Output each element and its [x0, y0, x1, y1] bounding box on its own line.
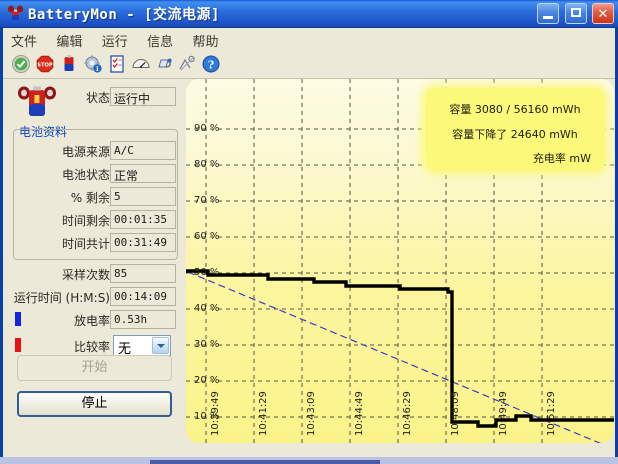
maximize-button[interactable]	[564, 3, 587, 24]
ytick-50: 50 %	[194, 267, 220, 278]
ytick-60: 60 %	[194, 231, 220, 242]
percent-remaining-label: % 剩余	[70, 191, 110, 205]
title-bar: BatteryMon - [交流电源] ✕	[0, 0, 618, 28]
compare-rate-color-swatch	[15, 338, 21, 352]
close-icon: ✕	[597, 6, 609, 21]
time-total-row: 时间共计 00:31:49	[3, 233, 176, 253]
chart-area: 90 % 80 % 70 % 60 % 50 % 40 % 30 % 20 % …	[186, 79, 614, 449]
close-button[interactable]: ✕	[592, 3, 614, 24]
menu-item-info[interactable]: 信息	[147, 35, 174, 50]
runtime-value: 00:14:09	[110, 287, 176, 306]
discharge-rate-value: 0.53h	[110, 310, 176, 329]
percent-remaining-value: 5	[110, 187, 176, 206]
battery-info-group	[13, 129, 178, 260]
compare-rate-label: 比较率	[73, 340, 110, 354]
checklist-icon[interactable]	[107, 54, 127, 74]
battery-info-legend: 电池资料	[19, 125, 68, 139]
battery-state-row: 电池状态 正常	[3, 164, 176, 184]
status-value: 运行中	[110, 87, 176, 106]
menu-item-help[interactable]: 帮助	[192, 35, 219, 50]
status-row: 状态 运行中	[3, 87, 176, 107]
ytick-70: 70 %	[194, 195, 220, 206]
xtick-4: 10:46:29	[402, 391, 413, 436]
status-label: 状态	[85, 91, 110, 105]
discharge-rate-label: 放电率	[73, 314, 110, 328]
battery-state-label: 电池状态	[61, 168, 110, 182]
power-source-value: A/C	[110, 141, 176, 160]
battery-state-value: 正常	[110, 164, 176, 183]
window-controls: ✕	[535, 3, 614, 25]
percent-remaining-row: % 剩余 5	[3, 187, 176, 207]
stop-button[interactable]: 停止	[17, 391, 172, 417]
sample-count-label: 采样次数	[61, 268, 110, 282]
svg-text:i: i	[96, 65, 99, 73]
battery-app-icon	[7, 5, 24, 20]
gauge-icon[interactable]	[131, 54, 151, 74]
discharge-rate-color-swatch	[15, 312, 21, 326]
chart-tool-icon[interactable]	[177, 54, 197, 74]
settings-info-icon[interactable]: i	[83, 54, 103, 74]
svg-text:?: ?	[208, 58, 214, 71]
xtick-5: 10:48:09	[450, 391, 461, 436]
ytick-30: 30 %	[194, 339, 220, 350]
toolbar: STOP i	[3, 50, 615, 79]
battery-icon[interactable]	[59, 54, 79, 74]
menu-item-file[interactable]: 文件	[11, 35, 38, 50]
sample-count-row: 采样次数 85	[3, 264, 176, 284]
bottom-clipped-content	[150, 460, 380, 464]
compare-rate-row: 比较率 无	[3, 335, 176, 357]
time-total-label: 时间共计	[61, 237, 110, 251]
menu-item-run[interactable]: 运行	[101, 35, 128, 50]
time-remaining-row: 时间剩余 00:01:35	[3, 210, 176, 230]
menu-bar: 文件 编辑 运行 信息 帮助	[3, 28, 615, 50]
ytick-20: 20 %	[194, 375, 220, 386]
svg-text:STOP: STOP	[37, 62, 53, 68]
menu-item-edit[interactable]: 编辑	[56, 35, 83, 50]
discharge-data-line	[186, 269, 614, 428]
xtick-6: 10:49:49	[498, 391, 509, 436]
power-source-label: 电源来源	[61, 145, 110, 159]
battery-info-panel: 电池资料 状态 运行中 电源来源 A/C 电池状态 正常 % 剩余 5 时间剩余…	[3, 79, 185, 454]
charge-rate-line: 充电率 mW	[532, 152, 591, 165]
chevron-down-icon[interactable]	[152, 337, 169, 354]
power-source-row: 电源来源 A/C	[3, 141, 176, 161]
start-button[interactable]: 开始	[17, 355, 172, 381]
xtick-1: 10:41:29	[258, 391, 269, 436]
time-remaining-label: 时间剩余	[61, 214, 110, 228]
grid-horizontal	[186, 128, 614, 418]
bottom-clipped-strip	[0, 457, 618, 464]
discharge-rate-row: 放电率 0.53h	[3, 310, 176, 330]
xtick-3: 10:44:49	[354, 391, 365, 436]
ytick-90: 90 %	[194, 123, 220, 134]
chart-canvas	[186, 79, 614, 443]
help-icon[interactable]: ?	[201, 54, 221, 74]
window-title: BatteryMon - [交流电源]	[28, 7, 220, 23]
time-remaining-value: 00:01:35	[110, 210, 176, 229]
stop-icon[interactable]: STOP	[35, 54, 55, 74]
capacity-line: 容量 3080 / 56160 mWh	[449, 103, 581, 116]
ytick-40: 40 %	[194, 303, 220, 314]
sample-count-value: 85	[110, 264, 176, 283]
capacity-info-box: 容量 3080 / 56160 mWh 容量下降了 24640 mWh 充电率 …	[425, 88, 605, 171]
battery-chart[interactable]: 90 % 80 % 70 % 60 % 50 % 40 % 30 % 20 % …	[186, 79, 614, 443]
runtime-row: 运行时间 (H:M:S) 00:14:09	[3, 287, 176, 307]
ytick-10: 10 %	[194, 411, 220, 422]
start-check-icon[interactable]	[11, 54, 31, 74]
battery-graphic	[18, 86, 56, 116]
xtick-0: 10:39:49	[210, 391, 221, 436]
xtick-2: 10:43:09	[306, 391, 317, 436]
ytick-80: 80 %	[194, 159, 220, 170]
minimize-button[interactable]	[537, 3, 560, 24]
compare-rate-value: 无	[118, 342, 132, 357]
xtick-7: 10:51:29	[546, 391, 557, 436]
compare-rate-select[interactable]: 无	[113, 335, 171, 357]
capacity-drop-line: 容量下降了 24640 mWh	[452, 128, 578, 141]
time-total-value: 00:31:49	[110, 233, 176, 252]
runtime-label: 运行时间 (H:M:S)	[13, 291, 110, 305]
save-report-icon[interactable]	[155, 54, 175, 74]
